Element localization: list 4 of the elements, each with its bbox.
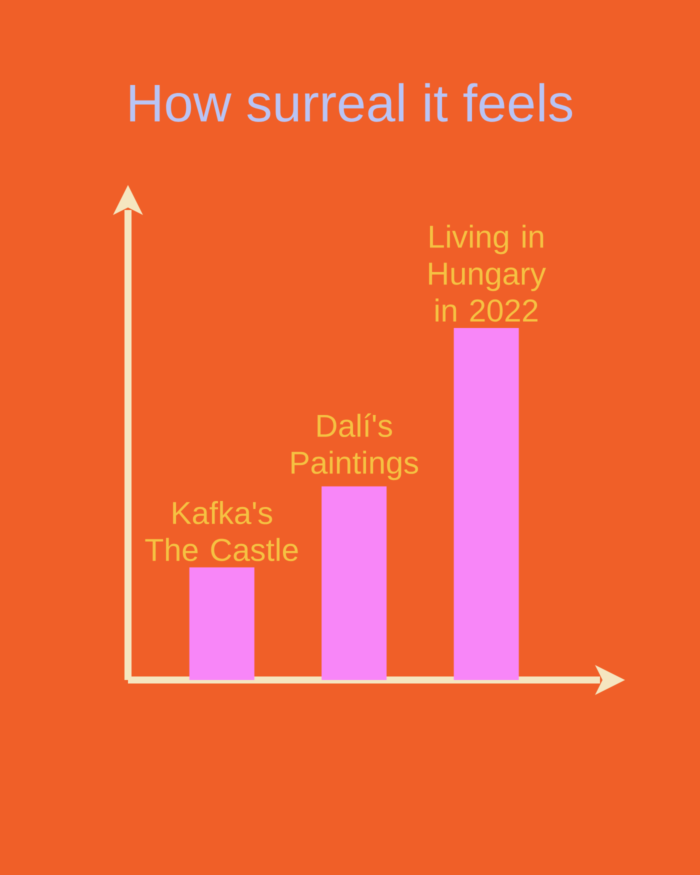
x-tick-label: Dalí's Paintings (292, 413, 418, 480)
chart-title: How surreal it feels (130, 83, 572, 122)
x-tick-label: Living in Hungary in 2022 (429, 224, 546, 322)
x-tick-label: Kafka's The Castle (145, 501, 298, 562)
